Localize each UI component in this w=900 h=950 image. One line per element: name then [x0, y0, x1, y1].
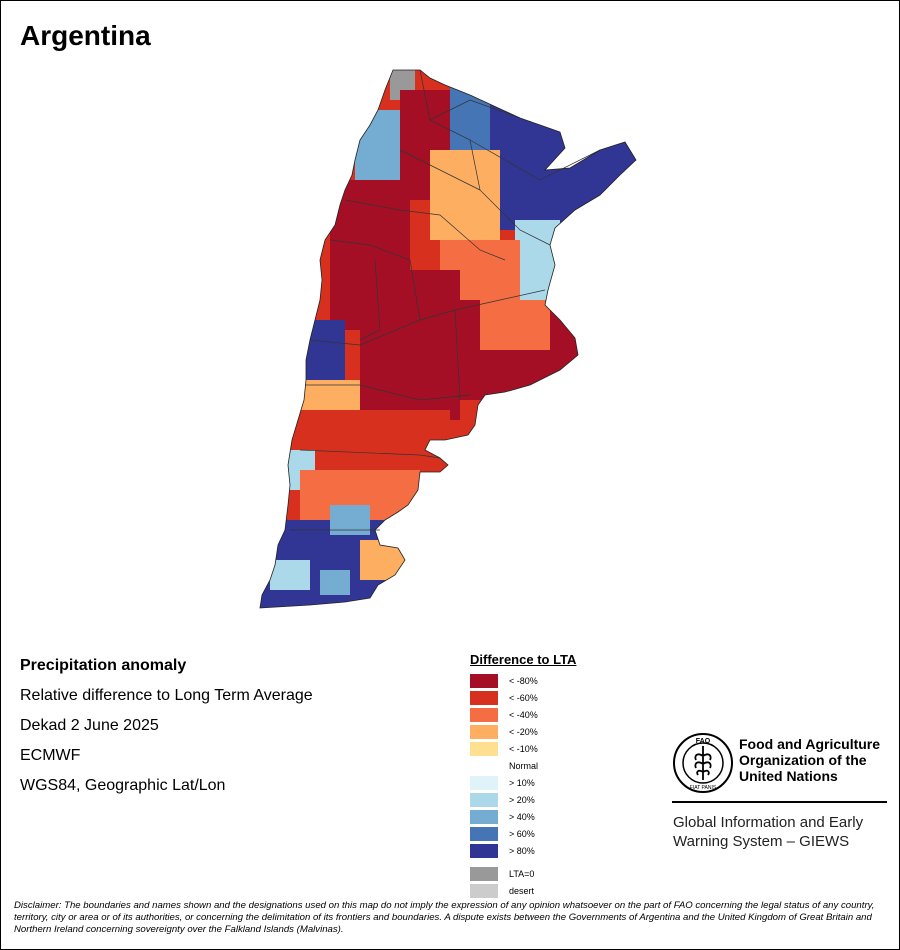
fao-name-line1: Food and Agriculture	[739, 736, 881, 752]
legend-label: > 60%	[509, 829, 535, 839]
fao-name-line2: Organization of the	[739, 752, 867, 768]
legend: Difference to LTA < -80% < -60% < -40% < -2…	[470, 652, 576, 900]
map-info: Precipitation anomaly Relative differenc…	[20, 656, 313, 806]
legend-row: > 20%	[470, 792, 576, 809]
info-subtitle: Relative difference to Long Term Average	[20, 687, 313, 704]
legend-row: > 60%	[470, 826, 576, 843]
legend-swatch	[470, 844, 498, 858]
legend-label: > 10%	[509, 778, 535, 788]
legend-label: < -10%	[509, 744, 538, 754]
legend-label: < -80%	[509, 676, 538, 686]
legend-items: < -80% < -60% < -40% < -20% < -10% Normal > 10…	[470, 673, 576, 860]
legend-row: desert	[470, 883, 576, 900]
legend-row: Normal	[470, 758, 576, 775]
info-source: ECMWF	[20, 747, 81, 764]
svg-text:FAO: FAO	[696, 738, 711, 745]
legend-label: < -40%	[509, 710, 538, 720]
legend-label: desert	[509, 886, 535, 896]
map-title: Argentina	[20, 20, 151, 51]
disclaimer: Disclaimer: The boundaries and names sho…	[14, 900, 875, 935]
legend-row: > 40%	[470, 809, 576, 826]
info-projection: WGS84, Geographic Lat/Lon	[20, 777, 226, 794]
legend-swatch	[470, 867, 498, 881]
fao-logo-icon: FAO FIAT PANIS	[673, 733, 733, 793]
legend-swatch	[470, 793, 498, 807]
legend-label: LTA=0	[509, 869, 535, 879]
legend-swatch	[470, 742, 498, 756]
legend-swatch	[470, 691, 498, 705]
fao-name-line3: United Nations	[739, 768, 838, 784]
legend-swatch	[470, 708, 498, 722]
argentina-map	[259, 69, 637, 609]
legend-row: < -80%	[470, 673, 576, 690]
legend-label: > 80%	[509, 846, 535, 856]
giews-label: Global Information and Early Warning Sys…	[673, 813, 893, 851]
fao-organization-name: Food and Agriculture Organization of the…	[739, 736, 899, 784]
info-period: Dekad 2 June 2025	[20, 717, 159, 734]
legend-swatch	[470, 725, 498, 739]
legend-swatch	[470, 776, 498, 790]
legend-label: > 40%	[509, 812, 535, 822]
legend-row: LTA=0	[470, 866, 576, 883]
divider	[672, 801, 887, 803]
legend-label: < -60%	[509, 693, 538, 703]
legend-row: < -10%	[470, 741, 576, 758]
legend-swatch	[470, 884, 498, 898]
legend-label: < -20%	[509, 727, 538, 737]
legend-row: < -20%	[470, 724, 576, 741]
legend-row: < -40%	[470, 707, 576, 724]
svg-text:FIAT PANIS: FIAT PANIS	[690, 785, 717, 791]
legend-row: > 10%	[470, 775, 576, 792]
legend-extra: LTA=0 desert	[470, 866, 576, 900]
giews-line1: Global Information and Early	[673, 814, 864, 831]
giews-line2: Warning System – GIEWS	[673, 833, 850, 850]
legend-label: > 20%	[509, 795, 535, 805]
legend-swatch	[470, 827, 498, 841]
legend-swatch	[470, 674, 498, 688]
legend-swatch	[470, 810, 498, 824]
legend-row: < -60%	[470, 690, 576, 707]
info-heading: Precipitation anomaly	[20, 657, 187, 674]
legend-row: > 80%	[470, 843, 576, 860]
legend-title: Difference to LTA	[470, 652, 577, 667]
legend-label: Normal	[509, 761, 539, 771]
